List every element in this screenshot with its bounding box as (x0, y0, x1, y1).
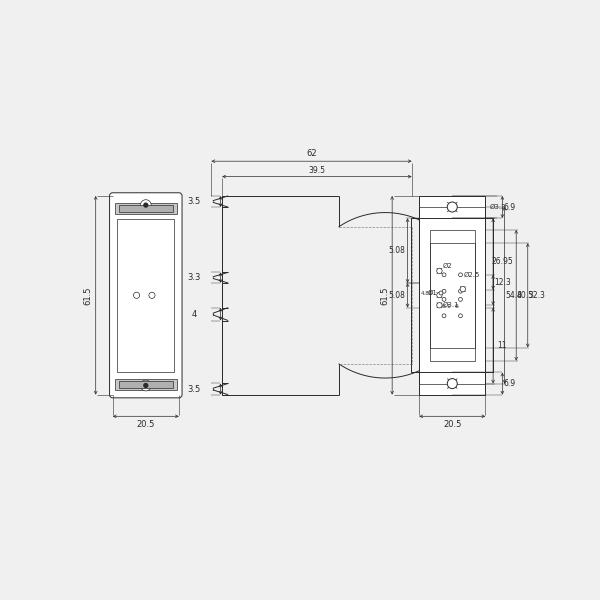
Text: 40.5: 40.5 (517, 291, 534, 300)
Bar (419, 206, 485, 384)
Circle shape (458, 298, 463, 301)
Circle shape (149, 292, 155, 298)
Text: 3.5: 3.5 (188, 197, 201, 206)
Text: 32.3: 32.3 (529, 291, 545, 300)
Text: Ø2.5: Ø2.5 (464, 272, 481, 278)
Text: 11: 11 (497, 341, 507, 350)
Circle shape (442, 273, 446, 277)
Text: 20.5: 20.5 (443, 419, 461, 428)
Circle shape (144, 383, 148, 388)
Circle shape (442, 314, 446, 318)
Text: 3.3: 3.3 (188, 273, 201, 282)
Circle shape (460, 286, 466, 292)
Text: 20.5: 20.5 (137, 419, 155, 428)
Text: 6: 6 (454, 304, 458, 310)
Text: Ø3.1: Ø3.1 (443, 302, 460, 308)
Text: 5.08: 5.08 (388, 291, 405, 300)
Circle shape (442, 298, 446, 301)
Bar (115, 379, 176, 390)
Text: 6.9: 6.9 (504, 379, 516, 388)
Circle shape (442, 289, 446, 293)
Circle shape (447, 202, 457, 212)
Text: 62: 62 (306, 149, 317, 158)
Circle shape (458, 314, 463, 318)
Bar (117, 219, 175, 371)
Bar (430, 243, 475, 347)
Circle shape (458, 289, 463, 293)
Bar (119, 381, 173, 388)
Circle shape (133, 292, 140, 298)
Text: 3.5: 3.5 (188, 385, 201, 394)
Circle shape (447, 379, 457, 389)
Text: 12.3: 12.3 (494, 278, 511, 287)
Text: 5.08: 5.08 (388, 246, 405, 255)
Bar (412, 218, 493, 373)
Circle shape (144, 203, 148, 207)
Circle shape (140, 200, 151, 211)
Bar (115, 203, 176, 214)
Circle shape (439, 291, 443, 295)
FancyBboxPatch shape (110, 193, 182, 398)
Text: 4.85: 4.85 (421, 291, 433, 296)
Bar (119, 205, 173, 212)
Circle shape (437, 268, 442, 274)
Text: 39.5: 39.5 (308, 166, 325, 175)
Circle shape (437, 302, 442, 308)
Bar (430, 230, 475, 361)
Text: 4: 4 (191, 310, 197, 319)
Text: 6.1: 6.1 (441, 304, 451, 310)
Bar (419, 196, 485, 395)
Text: Ø1: Ø1 (428, 290, 437, 296)
Text: 26.95: 26.95 (491, 257, 513, 266)
Text: 6.9: 6.9 (504, 203, 516, 212)
Circle shape (140, 380, 151, 391)
Text: 61.5: 61.5 (380, 286, 389, 305)
Text: 54.8: 54.8 (505, 291, 523, 300)
Circle shape (437, 292, 442, 298)
Circle shape (458, 273, 463, 277)
Text: Ø2: Ø2 (443, 263, 452, 269)
Text: 61.5: 61.5 (83, 286, 92, 305)
Text: Ø3.2: Ø3.2 (489, 204, 506, 210)
